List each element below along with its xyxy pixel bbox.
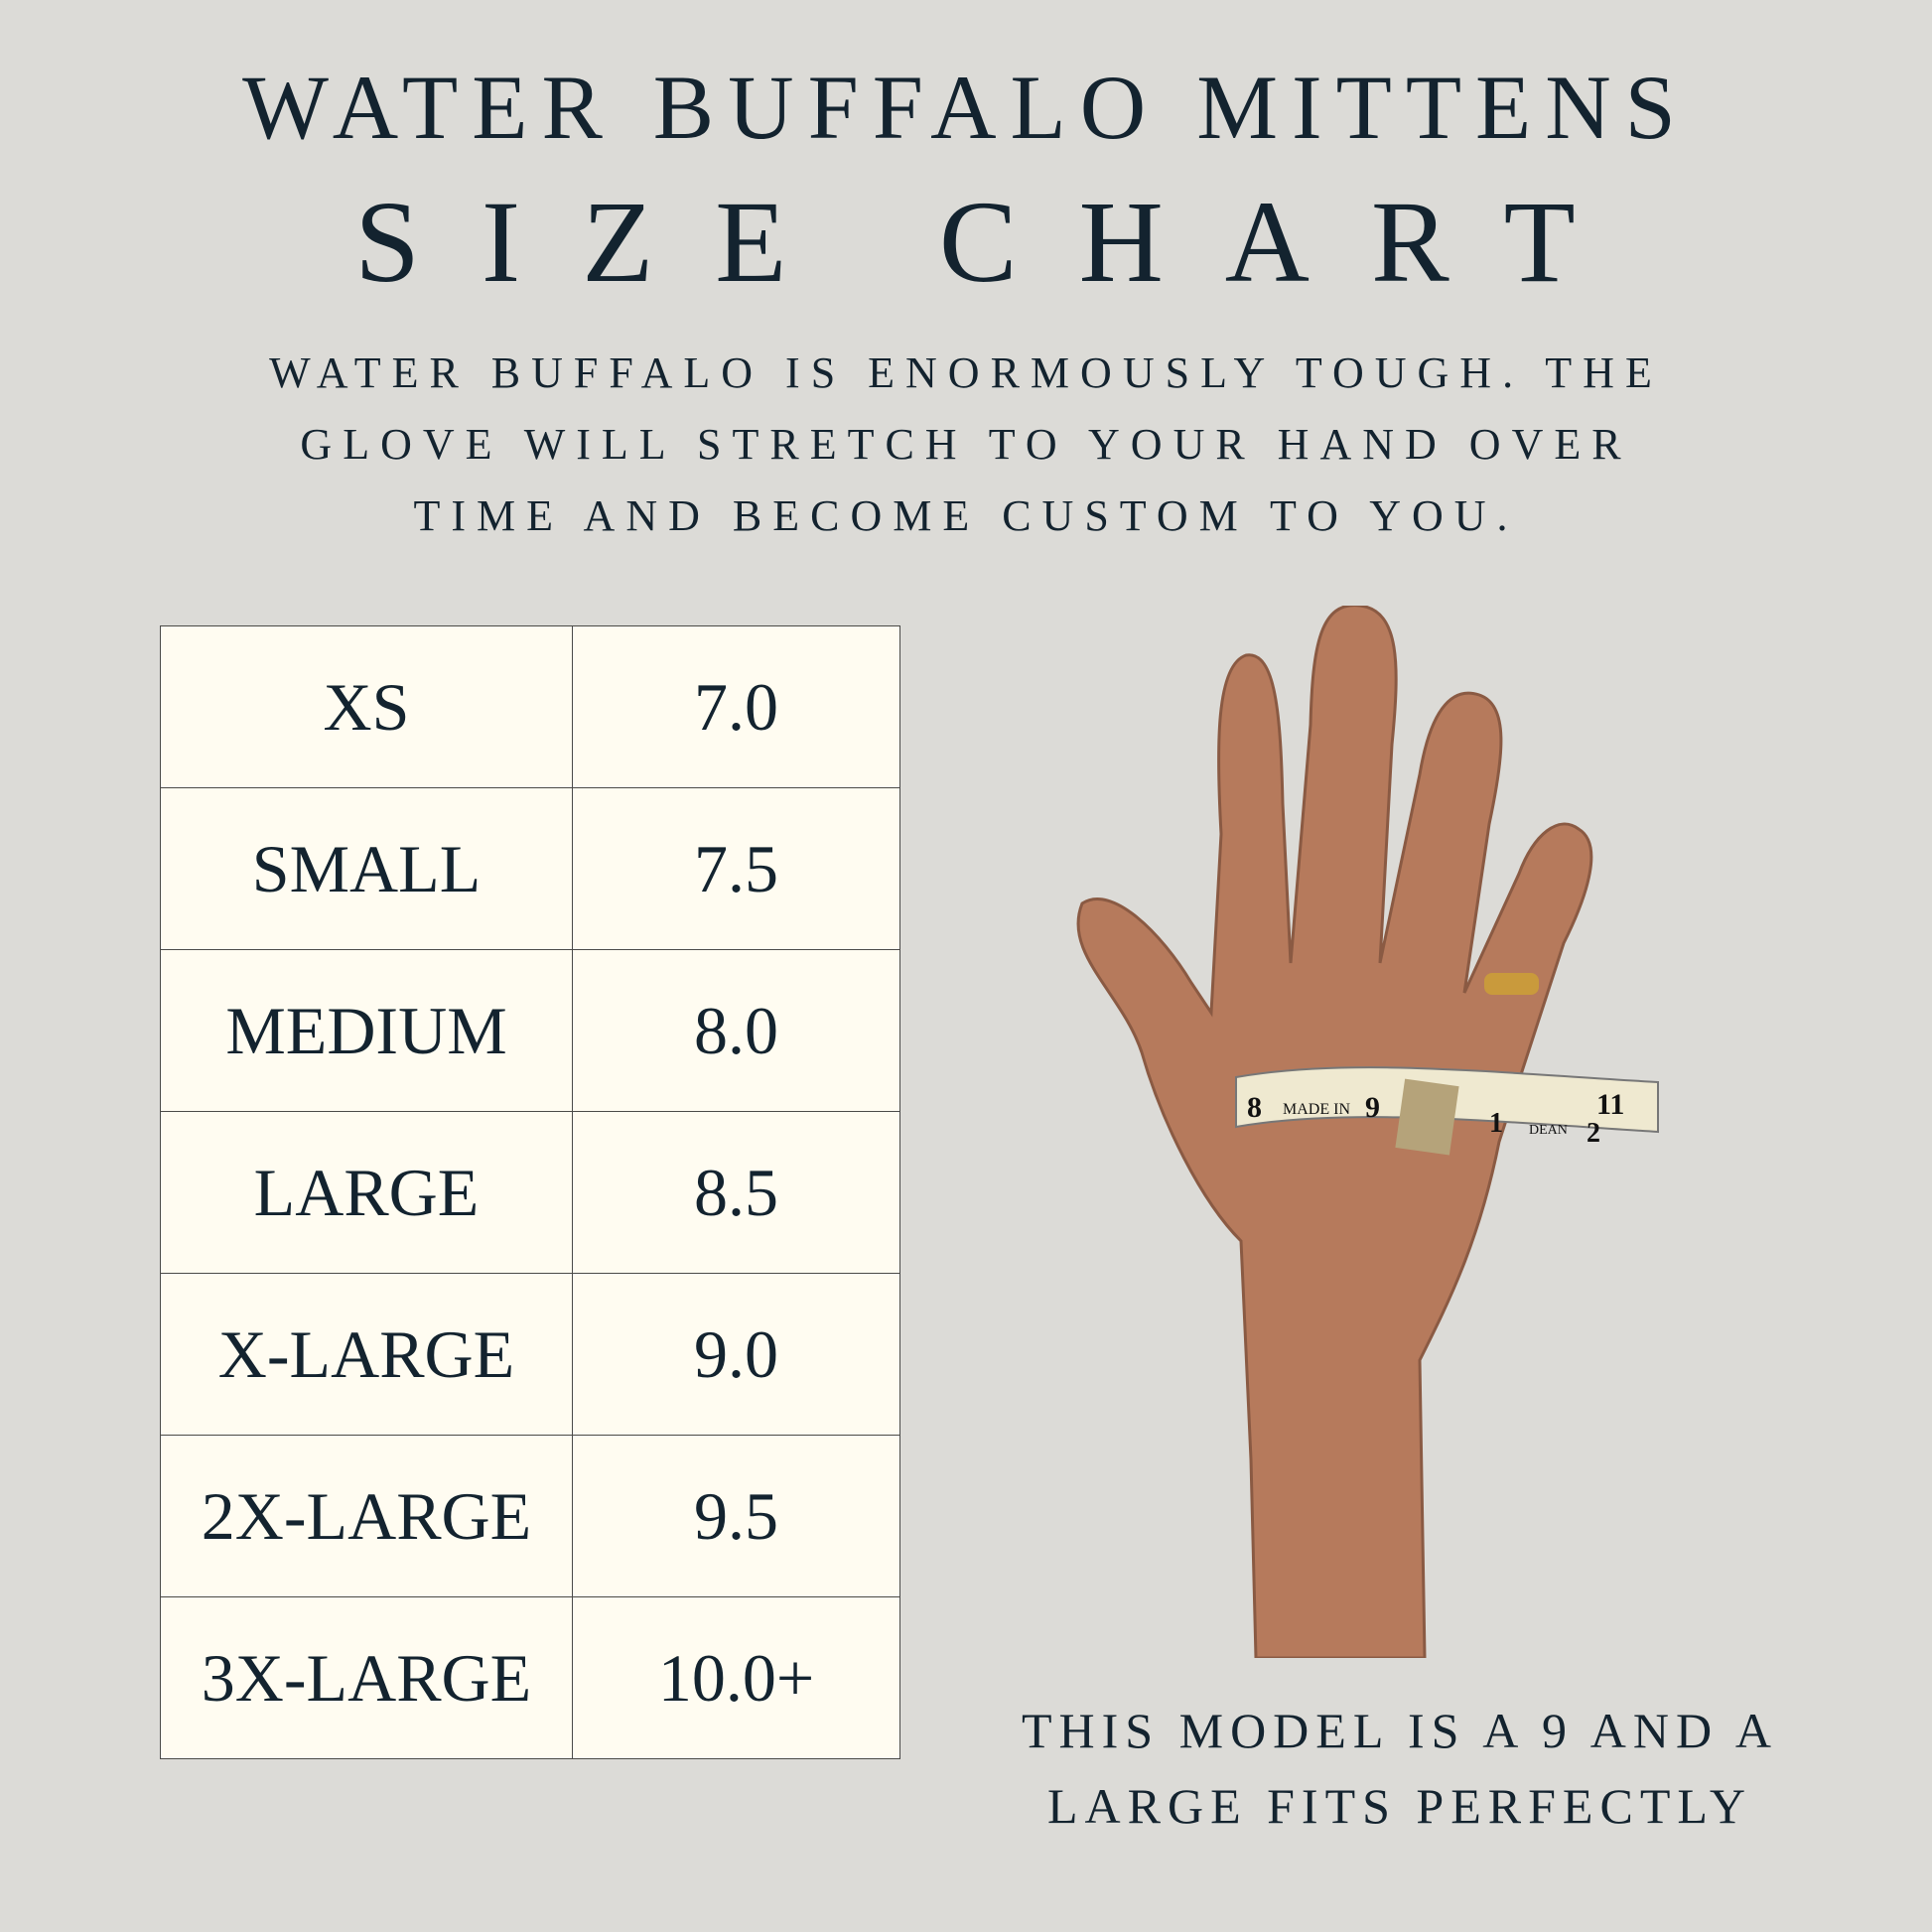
size-measurement: 8.0 [572,949,900,1112]
tape-label: 9 [1365,1091,1380,1124]
size-label: X-LARGE [160,1273,573,1436]
size-row: XS 7.0 [160,625,900,788]
size-measurement: 9.5 [572,1435,900,1597]
tape-label: 1 [1489,1108,1503,1139]
hand-measurement-photo: 8 MADE IN 9 11 1 DEAN 2 [1076,606,1659,1658]
size-label: XS [160,625,573,788]
size-row: 3X-LARGE 10.0+ [160,1596,900,1759]
size-measurement: 7.0 [572,625,900,788]
caption-line: THIS MODEL IS A 9 AND A [1022,1703,1778,1758]
size-label: SMALL [160,787,573,950]
tape-label: 11 [1596,1088,1624,1121]
size-label: 3X-LARGE [160,1596,573,1759]
tape-label: 8 [1247,1091,1262,1124]
size-row: X-LARGE 9.0 [160,1273,900,1436]
size-row: LARGE 8.5 [160,1111,900,1274]
size-row: 2X-LARGE 9.5 [160,1435,900,1597]
description-line: WATER BUFFALO IS ENORMOUSLY TOUGH. THE [269,348,1663,397]
ring-icon [1484,973,1539,995]
caption-line: LARGE FITS PERFECTLY [1046,1778,1753,1834]
size-label: LARGE [160,1111,573,1274]
description-line: TIME AND BECOME CUSTOM TO YOU. [413,491,1519,540]
description: WATER BUFFALO IS ENORMOUSLY TOUGH. THE G… [0,338,1932,552]
hand-illustration [1076,606,1593,1658]
size-measurement: 7.5 [572,787,900,950]
model-caption: THIS MODEL IS A 9 AND A LARGE FITS PERFE… [993,1693,1807,1844]
tape-label: 2 [1587,1118,1600,1149]
title-line-2: SIZE CHART [354,177,1637,307]
size-measurement: 9.0 [572,1273,900,1436]
size-row: SMALL 7.5 [160,787,900,950]
size-measurement: 8.5 [572,1111,900,1274]
tape-label: DEAN [1529,1123,1568,1138]
description-line: GLOVE WILL STRETCH TO YOUR HAND OVER [300,420,1632,469]
measuring-tape: 8 MADE IN 9 11 1 DEAN 2 [1235,1066,1659,1156]
size-table: XS 7.0 SMALL 7.5 MEDIUM 8.0 LARGE 8.5 X-LARGE 9.0… [160,625,900,1759]
size-label: 2X-LARGE [160,1435,573,1597]
title-line-1: WATER BUFFALO MITTENS [242,57,1690,158]
size-row: MEDIUM 8.0 [160,949,900,1112]
size-measurement: 10.0+ [572,1596,900,1759]
tape-label: MADE IN [1283,1101,1350,1118]
size-label: MEDIUM [160,949,573,1112]
